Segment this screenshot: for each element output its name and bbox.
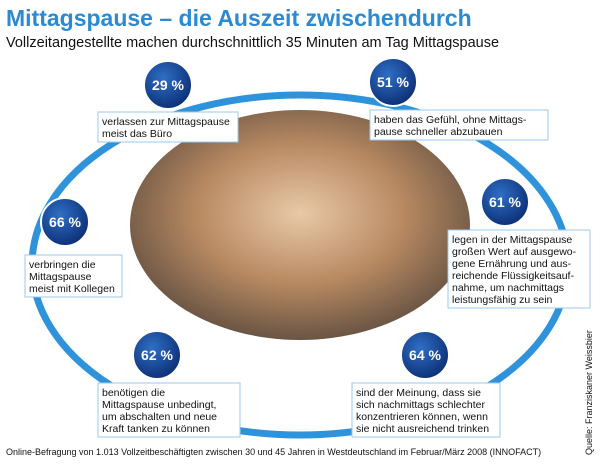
stat-text: Mittagspause unbedingt, (102, 399, 216, 411)
stat-text: pause schneller abzubauen (374, 126, 503, 138)
stat-text: konzentrieren können, wenn (356, 411, 488, 423)
stat-text: gene Ernährung und aus- (452, 258, 572, 270)
stat-text: sind der Meinung, dass sie (356, 387, 481, 399)
stat-badge (40, 197, 90, 247)
stat-value: 51 % (377, 74, 409, 90)
source: Quelle: Franziskaner Weissbier (584, 330, 594, 455)
stat-value: 62 % (141, 347, 173, 363)
stat-badge (400, 330, 450, 380)
stat-text: meist mit Kollegen (29, 283, 115, 295)
stat-value: 66 % (49, 214, 81, 230)
stat-value: 64 % (409, 347, 441, 363)
stat-value: 29 % (152, 77, 184, 93)
footnote: Online-Befragung von 1.013 Vollzeitbesch… (6, 447, 541, 457)
stat-text: Kraft tanken zu können (102, 423, 210, 435)
stat-box (97, 111, 239, 143)
stat-text: haben das Gefühl, ohne Mittags- (374, 114, 527, 126)
stat-badge (368, 57, 418, 107)
stat-badge (480, 177, 530, 227)
stat-box (24, 254, 123, 298)
stat-text: reichende Flüssigkeitsauf- (452, 270, 574, 282)
stat-badge (132, 330, 182, 380)
stat-box (369, 109, 549, 141)
stat-box (447, 229, 591, 309)
stat-text: benötigen die (102, 387, 165, 399)
stat-text: um abschalten und neue (102, 411, 217, 423)
stat-box (351, 382, 501, 438)
subtitle: Vollzeitangestellte machen durchschnittl… (6, 35, 499, 51)
title: Mittagspause – die Auszeit zwischendurch (6, 5, 472, 31)
stat-box (97, 382, 241, 438)
stat-text: leistungsfähig zu sein (452, 294, 553, 306)
stat-text: verbringen die (29, 259, 96, 271)
stat-text: sich nachmittags schlechter (356, 399, 485, 411)
stat-text: legen in der Mittagspause (452, 234, 572, 246)
photo (130, 110, 470, 340)
stat-text: großen Wert auf ausgewo- (452, 246, 577, 258)
stat-text: verlassen zur Mittagspause (102, 116, 230, 128)
stat-text: nahme, um nachmittags (452, 282, 564, 294)
stat-text: meist das Büro (102, 128, 172, 140)
stat-text: Mittagspause (29, 271, 92, 283)
stat-text: sie nicht ausreichend trinken (356, 423, 489, 435)
stat-value: 61 % (489, 194, 521, 210)
stat-badge (143, 60, 193, 110)
